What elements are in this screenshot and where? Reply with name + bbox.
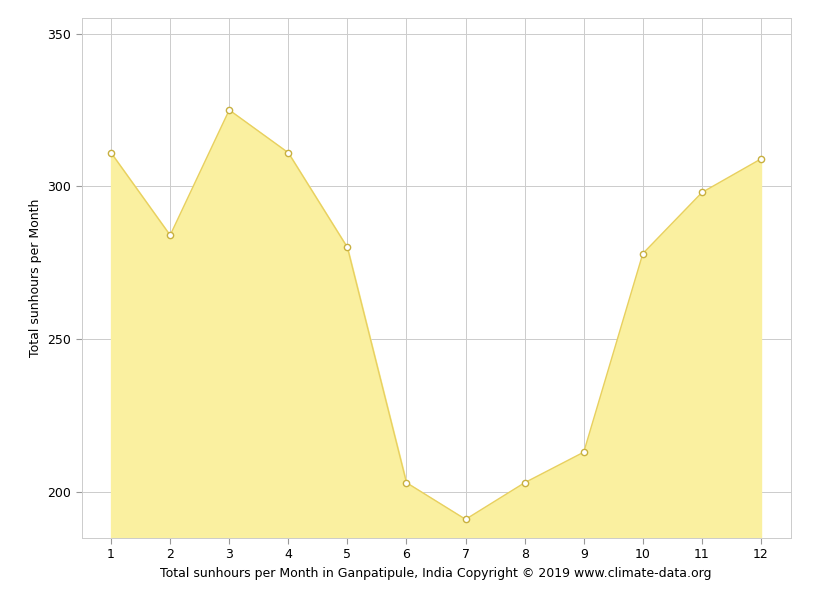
Y-axis label: Total sunhours per Month: Total sunhours per Month <box>29 199 42 357</box>
X-axis label: Total sunhours per Month in Ganpatipule, India Copyright © 2019 www.climate-data: Total sunhours per Month in Ganpatipule,… <box>161 566 711 580</box>
